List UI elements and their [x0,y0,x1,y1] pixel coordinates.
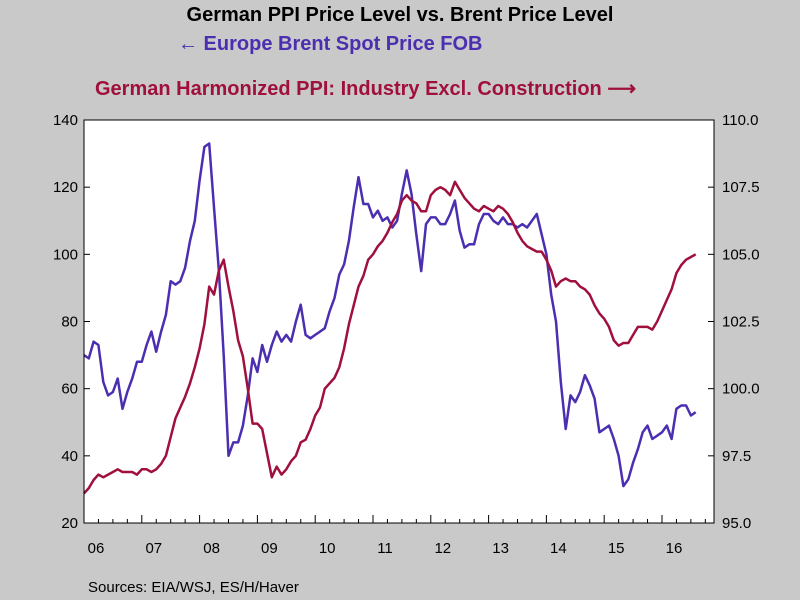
left-tick-label: 100 [53,246,78,263]
x-tick-label: 08 [203,540,220,557]
right-tick-label: 97.5 [722,448,751,465]
right-tick-label: 105.0 [722,246,760,263]
x-tick-label: 16 [666,540,683,557]
series-line-brent [83,142,697,488]
plot-frame [83,119,715,524]
left-tick-label: 40 [61,448,78,465]
left-tick-label: 20 [61,515,78,532]
series-layer [83,142,697,495]
left-tick-label: 120 [53,179,78,196]
source-note: Sources: EIA/WSJ, ES/H/Haver [88,579,299,596]
x-tick-label: 10 [319,540,336,557]
right-tick-label: 100.0 [722,381,760,398]
x-tick-label: 11 [377,540,393,557]
left-tick-label: 80 [61,314,78,331]
x-tick-label: 15 [608,540,625,557]
right-tick-label: 110.0 [722,112,758,129]
chart-title: German PPI Price Level vs. Brent Price L… [187,4,614,26]
x-tick-label: 07 [145,540,162,557]
right-axis: 95.0 97.5 100.0 102.5 105.0 107.5 110.0 [708,112,760,532]
series-line-german-ppi [83,180,697,495]
right-tick-label: 107.5 [722,179,760,196]
x-tick-label: 13 [492,540,509,557]
left-tick-label: 60 [61,381,78,398]
x-tick-label: 12 [434,540,451,557]
right-tick-label: 102.5 [722,314,760,331]
x-tick-label: 06 [88,540,105,557]
x-axis: 06 07 08 09 10 11 12 13 14 15 16 [88,515,706,557]
left-tick-label: 140 [53,112,78,129]
right-tick-label: 95.0 [722,515,751,532]
legend-left-series: ← Europe Brent Spot Price FOB [178,33,482,55]
x-tick-label: 09 [261,540,278,557]
plot-area [84,120,714,523]
x-tick-label: 14 [550,540,567,557]
legend-right-series: German Harmonized PPI: Industry Excl. Co… [95,78,636,100]
left-axis: 20 40 60 80 100 120 140 [53,112,90,532]
